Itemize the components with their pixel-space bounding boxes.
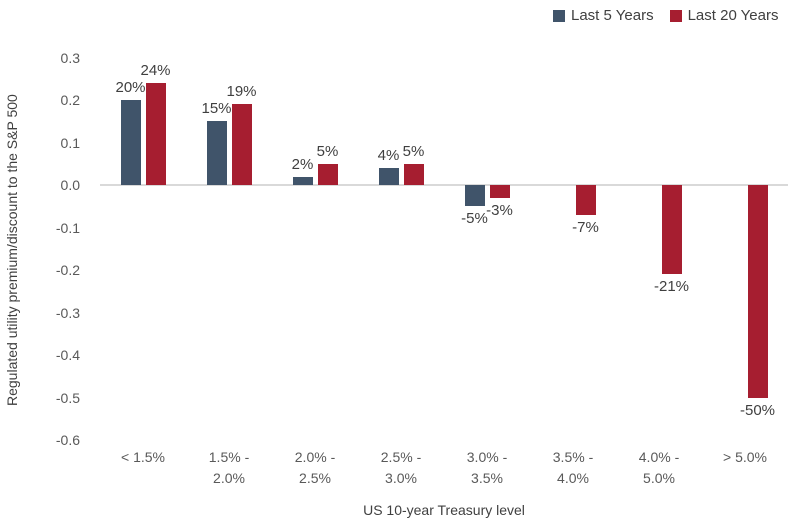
y-tick-label: -0.6 bbox=[55, 432, 80, 448]
data-label: -3% bbox=[486, 201, 513, 219]
x-tick-label: > 5.0% bbox=[723, 449, 767, 465]
bar-last-20-years[interactable] bbox=[145, 83, 166, 185]
data-label: 24% bbox=[140, 62, 171, 79]
data-label: 15% bbox=[201, 100, 232, 118]
bar-last-20-years[interactable] bbox=[317, 163, 338, 185]
x-tick-label: 3.5% - 4.0% bbox=[552, 449, 594, 486]
bar-last-20-years[interactable] bbox=[575, 185, 596, 215]
data-label: 5% bbox=[402, 142, 425, 160]
bar-last-20-years[interactable] bbox=[403, 163, 424, 185]
legend-label-last-20-years: Last 20 Years bbox=[687, 7, 779, 24]
data-label: 4% bbox=[377, 147, 400, 164]
x-axis-title: US 10-year Treasury level bbox=[363, 502, 525, 518]
y-tick-label: 0.2 bbox=[60, 92, 80, 108]
bar-last-20-years[interactable] bbox=[231, 104, 252, 185]
legend-swatch-last-5-years bbox=[553, 9, 565, 22]
data-label: -21% bbox=[653, 278, 690, 296]
x-tick-label: 3.0% - 3.5% bbox=[466, 449, 508, 486]
bar-last-5-years[interactable] bbox=[464, 185, 485, 207]
legend-label-last-5-years: Last 5 Years bbox=[571, 7, 654, 24]
y-tick-label: -0.5 bbox=[55, 389, 80, 406]
data-label: -7% bbox=[572, 218, 599, 236]
y-tick-label: -0.4 bbox=[55, 347, 80, 363]
y-tick-label: -0.1 bbox=[55, 219, 80, 236]
x-tick-label: 1.5% - 2.0% bbox=[208, 449, 250, 486]
y-tick-label: 0.0 bbox=[60, 177, 80, 193]
x-tick-label: 2.5% - 3.0% bbox=[380, 449, 422, 486]
data-label: 20% bbox=[115, 79, 146, 96]
bar-last-5-years[interactable] bbox=[120, 100, 141, 185]
bar-last-20-years[interactable] bbox=[489, 185, 510, 198]
data-label: 5% bbox=[316, 142, 339, 160]
bar-last-5-years[interactable] bbox=[378, 168, 399, 185]
bar-last-5-years[interactable] bbox=[292, 176, 313, 185]
x-tick-label: 2.0% - 2.5% bbox=[294, 449, 336, 486]
x-axis-zero-line bbox=[100, 184, 788, 186]
data-label: -5% bbox=[461, 210, 488, 228]
bar-last-20-years[interactable] bbox=[747, 185, 768, 398]
bar-last-20-years[interactable] bbox=[661, 185, 682, 275]
y-tick-label: 0.1 bbox=[60, 134, 80, 151]
y-tick-label: -0.3 bbox=[55, 304, 80, 321]
legend-item-last-20-years[interactable]: Last 20 Years bbox=[669, 7, 779, 24]
legend: Last 5 Years Last 20 Years bbox=[553, 7, 779, 24]
data-label: -50% bbox=[739, 401, 776, 419]
x-tick-label: 4.0% - 5.0% bbox=[638, 449, 680, 486]
legend-item-last-5-years[interactable]: Last 5 Years bbox=[553, 7, 654, 24]
data-label: 19% bbox=[226, 83, 257, 101]
data-label: 2% bbox=[291, 155, 314, 173]
x-tick-label: < 1.5% bbox=[121, 449, 165, 465]
y-tick-label: -0.2 bbox=[55, 262, 80, 278]
bar-last-5-years[interactable] bbox=[206, 121, 227, 185]
y-tick-label: 0.3 bbox=[60, 49, 80, 66]
legend-swatch-last-20-years bbox=[669, 9, 682, 22]
